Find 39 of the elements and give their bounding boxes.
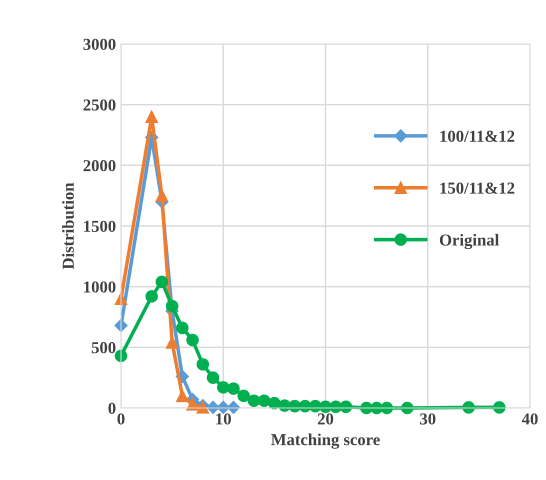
- point: [114, 350, 128, 362]
- point: [206, 371, 220, 384]
- point: [340, 400, 352, 414]
- y-axis-title: Distribution: [62, 182, 74, 270]
- legend-label: 150/11&12: [440, 182, 514, 194]
- point: [401, 402, 414, 414]
- point: [258, 394, 270, 407]
- point: [156, 189, 168, 202]
- x-tick-label: 10: [216, 413, 231, 425]
- y-tick-label: 1500: [84, 220, 116, 232]
- x-axis-title: Matching score: [271, 434, 380, 449]
- y-tick-label: 1000: [84, 281, 116, 293]
- point: [248, 394, 260, 407]
- legend-label: Original: [440, 234, 499, 250]
- y-tick-label: 2000: [84, 160, 116, 172]
- point: [176, 322, 189, 334]
- x-tick-label: 40: [522, 413, 538, 425]
- y-tick-label: 3000: [83, 38, 116, 50]
- point: [237, 390, 250, 402]
- point: [186, 334, 199, 346]
- legend-label: 100/11&12: [440, 130, 514, 142]
- point: [156, 276, 168, 288]
- point: [176, 390, 189, 402]
- y-tick-label: 0: [108, 402, 116, 414]
- point: [196, 401, 210, 414]
- x-tick-label: 20: [318, 413, 334, 425]
- point: [196, 358, 210, 371]
- point: [145, 290, 158, 303]
- y-tick-label: 500: [92, 342, 116, 354]
- point: [145, 110, 158, 124]
- x-tick-label: 0: [117, 413, 125, 425]
- point: [114, 292, 128, 306]
- x-tick-label: 30: [420, 413, 436, 425]
- point: [166, 300, 178, 312]
- point: [217, 381, 230, 394]
- point: [493, 401, 506, 414]
- y-tick-label: 2500: [84, 99, 116, 111]
- point: [227, 382, 240, 395]
- point: [462, 401, 475, 414]
